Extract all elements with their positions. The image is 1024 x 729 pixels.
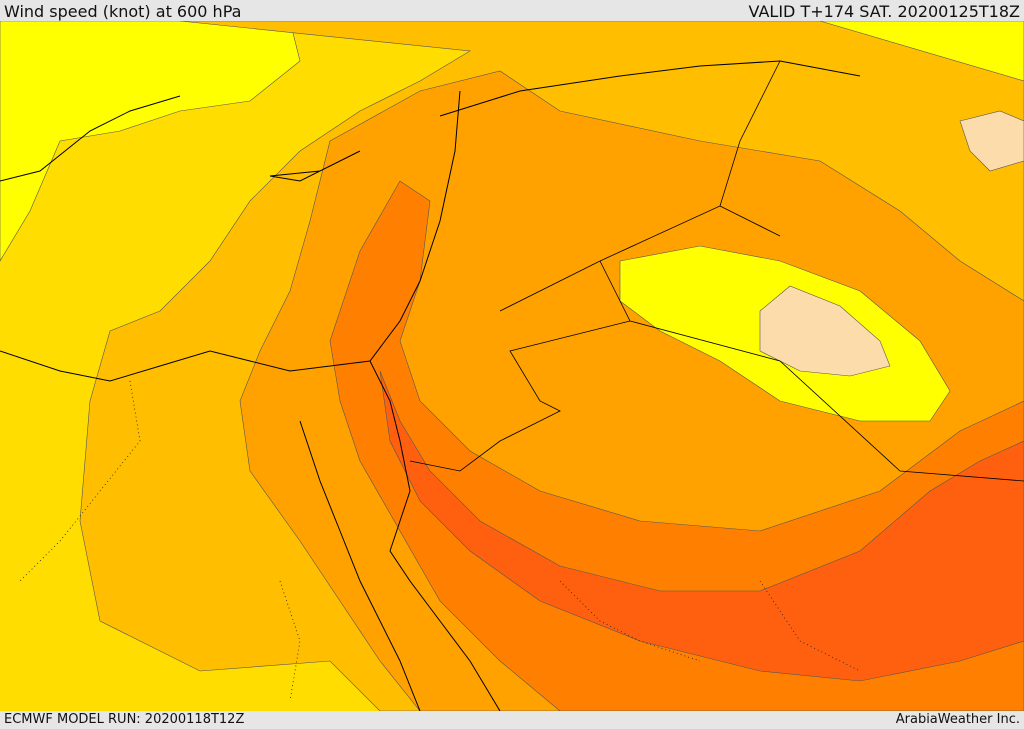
coastlines	[0, 60, 861, 711]
wind-speed-map	[0, 21, 1024, 711]
chart-title: Wind speed (knot) at 600 hPa	[4, 2, 242, 21]
header-bar	[0, 0, 1024, 21]
contour-peach-east	[759, 285, 891, 377]
admin-borders	[19, 380, 861, 702]
contour-orange-dark	[379, 370, 1024, 682]
valid-time: VALID T+174 SAT. 20200125T18Z	[748, 2, 1020, 21]
credit: ArabiaWeather Inc.	[895, 712, 1020, 727]
model-run: ECMWF MODEL RUN: 20200118T12Z	[4, 712, 245, 727]
contour-peach-northeast	[959, 110, 1024, 172]
contour-yellow-northwest	[0, 21, 301, 262]
footer-bar	[0, 711, 1024, 729]
borders	[409, 60, 1024, 482]
